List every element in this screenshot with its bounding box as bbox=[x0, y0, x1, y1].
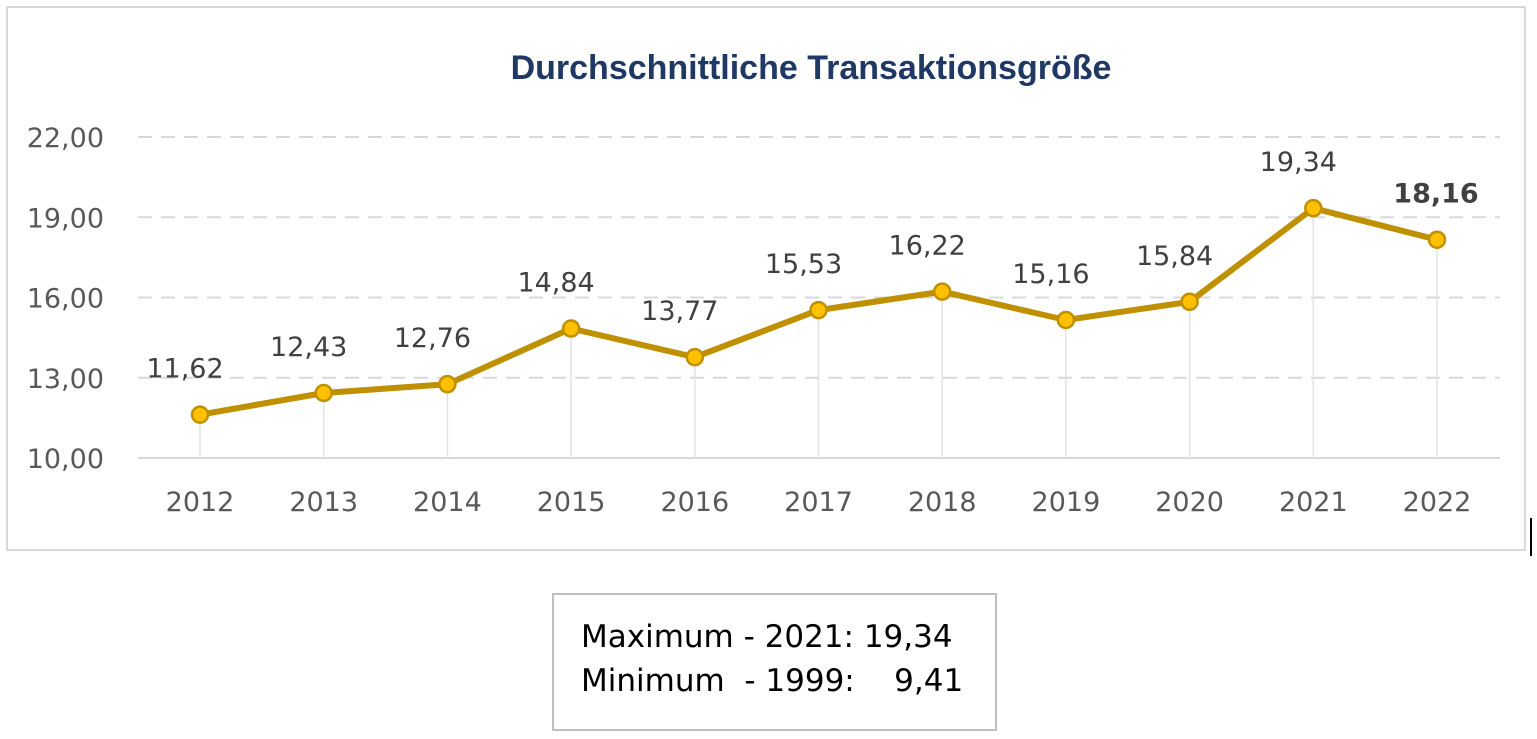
edge-mark bbox=[1530, 518, 1532, 556]
x-tick-label: 2013 bbox=[289, 487, 358, 518]
chart-title: Durchschnittliche Transaktionsgröße bbox=[511, 49, 1112, 87]
data-markers bbox=[190, 198, 1447, 424]
chart-frame bbox=[6, 6, 1526, 551]
data-label: 14,84 bbox=[517, 268, 594, 299]
x-tick-label: 2015 bbox=[537, 487, 606, 518]
data-point bbox=[1427, 230, 1447, 249]
x-axis-labels: 2012 2013 2014 2015 2016 2017 2018 2019 2020 2021… bbox=[166, 487, 1472, 518]
data-point bbox=[561, 319, 581, 338]
y-tick-label: 10,00 bbox=[27, 444, 104, 475]
data-label: 15,84 bbox=[1136, 241, 1213, 272]
data-point bbox=[1180, 292, 1199, 312]
drop-lines bbox=[199, 208, 1438, 458]
x-tick-label: 2012 bbox=[166, 487, 235, 518]
data-labels: 11,62 12,43 12,76 14,84 13,77 15,53 16,22 15,16… bbox=[146, 147, 1478, 385]
y-tick-label: 16,00 bbox=[27, 284, 104, 315]
data-label: 15,16 bbox=[1012, 259, 1089, 290]
y-tick-label: 19,00 bbox=[27, 203, 104, 234]
data-label: 12,76 bbox=[394, 323, 471, 354]
x-tick-label: 2017 bbox=[784, 487, 853, 518]
data-label: 16,22 bbox=[889, 231, 966, 262]
data-label: 11,62 bbox=[146, 354, 223, 385]
y-axis-labels: 10,00 13,00 16,00 19,00 22,00 bbox=[27, 123, 104, 475]
line-chart: Durchschnittliche Transaktionsgröße 10,0… bbox=[27, 49, 1500, 518]
x-tick-label: 2021 bbox=[1279, 487, 1348, 518]
data-label: 15,53 bbox=[765, 249, 842, 280]
data-point bbox=[809, 300, 828, 320]
data-label: 19,34 bbox=[1260, 147, 1337, 178]
x-tick-label: 2020 bbox=[1155, 487, 1224, 518]
data-label: 12,43 bbox=[270, 332, 347, 363]
y-tick-label: 22,00 bbox=[27, 123, 104, 154]
data-label: 18,16 bbox=[1393, 179, 1478, 210]
x-tick-label: 2014 bbox=[413, 487, 482, 518]
data-point bbox=[685, 347, 705, 367]
minimum-stat: Minimum - 1999: 9,41 bbox=[581, 663, 964, 699]
data-label: 13,77 bbox=[641, 296, 718, 327]
y-tick-label: 13,00 bbox=[27, 364, 104, 395]
x-tick-label: 2019 bbox=[1032, 487, 1101, 518]
data-point bbox=[1304, 198, 1323, 218]
data-point bbox=[190, 405, 210, 424]
x-tick-label: 2018 bbox=[908, 487, 977, 518]
data-point bbox=[932, 282, 952, 301]
x-tick-label: 2016 bbox=[660, 487, 729, 518]
data-point bbox=[438, 374, 457, 394]
maximum-stat: Maximum - 2021: 19,34 bbox=[581, 619, 953, 655]
data-point bbox=[314, 383, 333, 403]
data-point bbox=[1056, 310, 1076, 330]
stats-box: Maximum - 2021: 19,34 Minimum - 1999: 9,… bbox=[552, 593, 997, 731]
x-tick-label: 2022 bbox=[1403, 487, 1472, 518]
